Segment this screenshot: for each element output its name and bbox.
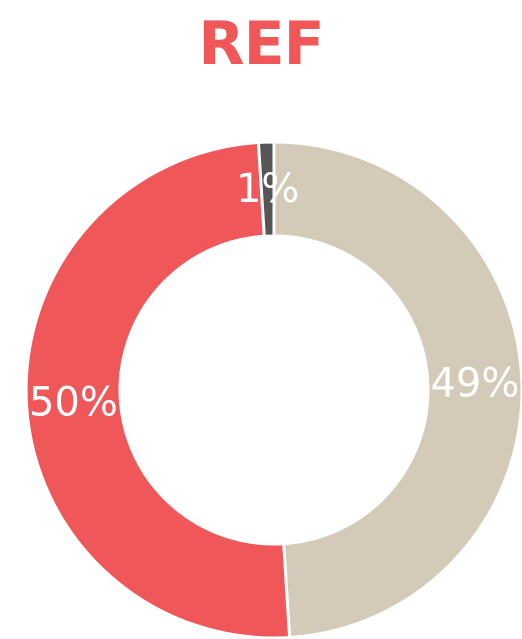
slice-label-2: 50% bbox=[29, 380, 118, 426]
donut-slice-1 bbox=[272, 140, 522, 639]
donut-slice-3 bbox=[256, 140, 276, 238]
donut-slice-2 bbox=[24, 140, 292, 639]
donut-labels: 49% 50% 1% bbox=[29, 166, 519, 426]
slice-label-1: 49% bbox=[430, 361, 519, 407]
slice-label-3: 1% bbox=[236, 166, 299, 212]
donut-slices bbox=[24, 140, 522, 639]
chart-title: REF bbox=[198, 9, 324, 79]
